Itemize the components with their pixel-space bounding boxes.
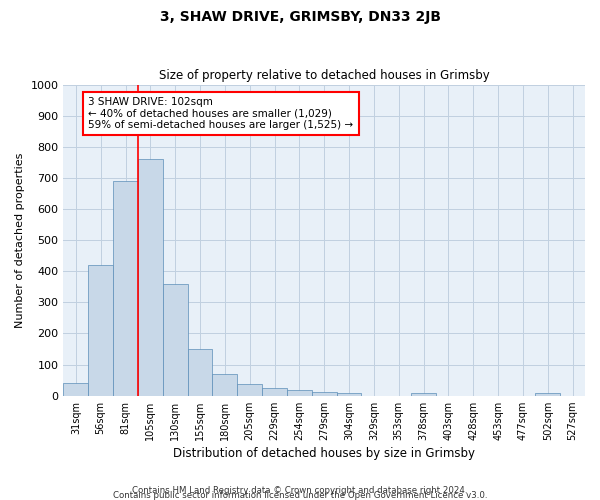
Bar [138, 159, 163, 396]
Bar [188, 349, 212, 396]
Y-axis label: Number of detached properties: Number of detached properties [15, 152, 25, 328]
Bar [337, 393, 361, 396]
Text: 3 SHAW DRIVE: 102sqm
← 40% of detached houses are smaller (1,029)
59% of semi-de: 3 SHAW DRIVE: 102sqm ← 40% of detached h… [88, 97, 353, 130]
Bar [535, 393, 560, 396]
Bar [312, 392, 337, 396]
Bar [411, 393, 436, 396]
Text: 3, SHAW DRIVE, GRIMSBY, DN33 2JB: 3, SHAW DRIVE, GRIMSBY, DN33 2JB [160, 10, 440, 24]
Bar [287, 390, 312, 396]
X-axis label: Distribution of detached houses by size in Grimsby: Distribution of detached houses by size … [173, 447, 475, 460]
Bar [88, 265, 113, 396]
Title: Size of property relative to detached houses in Grimsby: Size of property relative to detached ho… [159, 69, 490, 82]
Bar [113, 181, 138, 396]
Bar [64, 382, 88, 396]
Bar [212, 374, 237, 396]
Text: Contains public sector information licensed under the Open Government Licence v3: Contains public sector information licen… [113, 491, 487, 500]
Text: Contains HM Land Registry data © Crown copyright and database right 2024.: Contains HM Land Registry data © Crown c… [132, 486, 468, 495]
Bar [237, 384, 262, 396]
Bar [163, 284, 188, 396]
Bar [262, 388, 287, 396]
